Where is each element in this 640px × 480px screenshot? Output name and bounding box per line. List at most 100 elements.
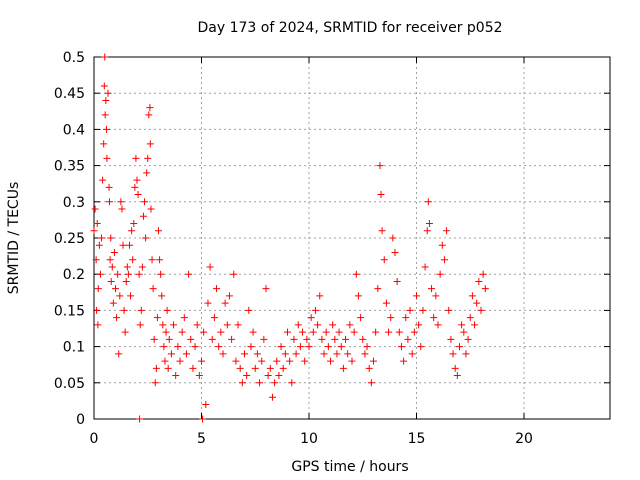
data-point — [421, 263, 429, 271]
axis-ticks: 0 0.05 0.1 0.15 0.2 0.25 0.3 0.35 0.4 0.45 0.5 0 5 10… — [54, 50, 610, 447]
data-point — [475, 277, 483, 285]
data-point — [109, 299, 117, 307]
data-point — [406, 306, 414, 314]
y-tick-label: 0.35 — [54, 159, 85, 175]
data-point — [307, 314, 315, 322]
data-point — [94, 321, 102, 329]
data-point — [294, 321, 302, 329]
data-point — [133, 176, 141, 184]
data-point — [481, 285, 489, 293]
data-point — [290, 335, 298, 343]
data-point — [130, 220, 138, 228]
chart-title: Day 173 of 2024, SRMTID for receiver p05… — [197, 20, 502, 36]
data-point — [402, 314, 410, 322]
data-point — [316, 292, 324, 300]
data-point — [397, 343, 405, 351]
data-point — [90, 227, 98, 235]
data-point — [324, 343, 332, 351]
data-point — [425, 220, 433, 228]
data-point — [112, 285, 119, 293]
data-point — [200, 328, 208, 336]
data-point — [344, 350, 352, 358]
y-tick-label: 0.4 — [63, 122, 85, 138]
data-point — [314, 321, 322, 329]
data-point — [145, 111, 153, 119]
data-point — [223, 321, 231, 329]
data-point — [256, 379, 264, 387]
data-point — [131, 183, 139, 191]
data-point — [428, 285, 436, 293]
y-tick-label: 0.2 — [63, 267, 85, 283]
data-point — [447, 335, 455, 343]
data-point — [410, 328, 418, 336]
data-point — [102, 125, 110, 133]
data-point — [292, 350, 300, 358]
data-point — [318, 335, 326, 343]
data-point — [354, 292, 362, 300]
data-point — [159, 321, 167, 329]
data-point — [277, 343, 285, 351]
data-point — [363, 343, 371, 351]
data-point — [92, 256, 100, 264]
data-point — [359, 335, 367, 343]
data-point — [185, 270, 193, 278]
data-point — [93, 306, 101, 314]
data-point — [352, 270, 360, 278]
data-point — [374, 285, 382, 293]
data-point — [423, 227, 431, 235]
data-point — [141, 198, 149, 206]
data-point — [451, 364, 459, 372]
data-point — [271, 379, 279, 387]
data-point — [477, 306, 485, 314]
data-point — [123, 263, 131, 271]
data-point — [284, 328, 291, 336]
data-point — [182, 350, 190, 358]
data-point — [165, 335, 173, 343]
data-point — [238, 379, 246, 387]
data-point — [107, 277, 115, 285]
data-point — [102, 96, 110, 104]
data-point — [372, 328, 380, 336]
y-tick-label: 0.15 — [54, 303, 85, 319]
data-point — [432, 292, 440, 300]
data-point — [152, 364, 160, 372]
x-tick-label: 0 — [90, 431, 99, 447]
data-point — [121, 328, 129, 336]
data-point — [241, 350, 248, 358]
data-point — [419, 306, 427, 314]
data-point — [213, 285, 221, 293]
data-point — [464, 335, 472, 343]
data-point — [436, 270, 444, 278]
data-point — [266, 364, 274, 372]
data-point — [180, 314, 188, 322]
x-tick-label: 15 — [408, 431, 426, 447]
data-point — [128, 227, 136, 235]
data-point — [391, 248, 399, 256]
data-point — [260, 335, 268, 343]
data-point — [136, 321, 144, 329]
data-point — [367, 379, 375, 387]
data-point — [138, 263, 146, 271]
data-point — [408, 350, 416, 358]
data-point — [93, 220, 101, 228]
y-tick-label: 0.5 — [63, 50, 85, 66]
data-point — [132, 154, 140, 162]
data-point — [404, 335, 412, 343]
x-tick-label: 5 — [197, 431, 206, 447]
data-point — [468, 292, 476, 300]
data-point — [158, 292, 166, 300]
data-point — [247, 343, 255, 351]
data-point — [449, 350, 457, 358]
data-point — [122, 277, 130, 285]
data-point — [382, 299, 390, 307]
data-point — [107, 234, 115, 242]
data-point — [99, 176, 107, 184]
data-point — [395, 328, 403, 336]
data-point — [104, 89, 112, 97]
data-point — [176, 357, 184, 365]
data-point — [376, 162, 384, 170]
data-point — [348, 357, 356, 365]
data-point — [225, 292, 233, 300]
data-point — [206, 263, 214, 271]
